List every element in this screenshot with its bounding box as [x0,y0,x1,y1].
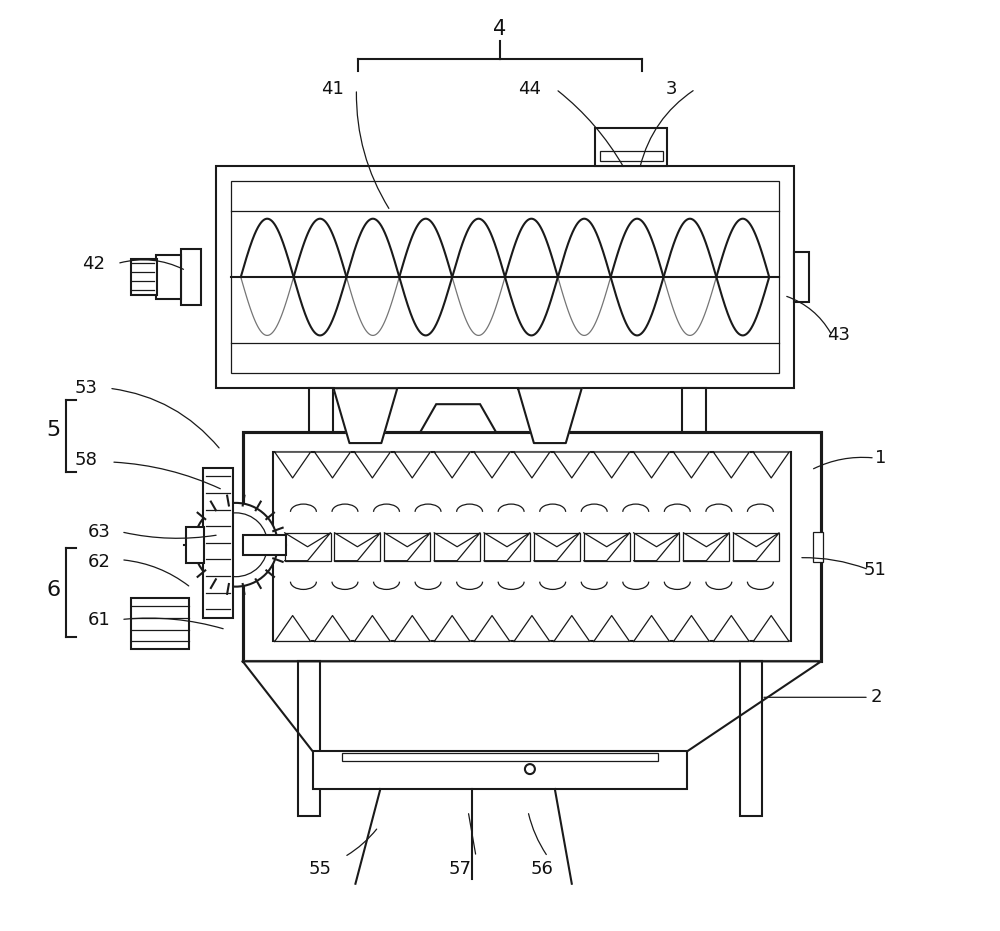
Bar [794,252,809,302]
Bar [342,753,658,762]
Bar [243,534,286,555]
Polygon shape [514,452,550,478]
Bar [181,250,201,305]
Polygon shape [354,452,390,478]
Polygon shape [753,452,789,478]
Polygon shape [594,452,630,478]
Bar [600,151,663,161]
Polygon shape [713,452,749,478]
Bar [285,533,331,560]
Bar [273,452,791,641]
Text: 63: 63 [88,523,111,541]
Polygon shape [315,452,350,478]
Bar [634,533,679,560]
Bar [334,533,380,560]
Polygon shape [673,615,709,641]
Text: 5: 5 [46,420,60,440]
Polygon shape [753,615,789,641]
Text: 51: 51 [863,560,886,579]
Bar [131,598,189,650]
Polygon shape [243,661,821,751]
Bar [156,255,181,299]
Bar [534,533,580,560]
Polygon shape [634,615,669,641]
Circle shape [525,764,535,774]
Text: 2: 2 [871,688,883,707]
Text: 44: 44 [518,80,541,98]
Polygon shape [554,452,590,478]
Bar [733,533,779,560]
Polygon shape [434,452,470,478]
Circle shape [194,503,278,587]
Bar [384,533,430,560]
Text: 57: 57 [449,860,472,878]
Polygon shape [474,615,510,641]
Text: 55: 55 [309,860,332,878]
Bar [186,527,204,562]
Text: 43: 43 [827,327,850,344]
Text: 56: 56 [530,860,553,878]
Text: 6: 6 [46,580,60,600]
Bar [682,388,706,468]
Bar [740,661,762,816]
Polygon shape [420,404,496,432]
Polygon shape [333,388,397,443]
Bar [203,468,233,617]
Polygon shape [275,452,311,478]
Polygon shape [394,615,430,641]
Polygon shape [394,452,430,478]
Polygon shape [554,615,590,641]
Text: 41: 41 [321,80,344,98]
Bar [309,388,333,468]
Bar [584,533,630,560]
Text: 42: 42 [82,254,105,273]
Text: 61: 61 [88,611,111,628]
Text: 62: 62 [88,553,111,571]
Polygon shape [474,452,510,478]
Bar [484,533,530,560]
Text: 4: 4 [493,20,507,39]
Bar [231,181,779,373]
Bar [313,751,687,789]
Text: 1: 1 [875,449,887,467]
Bar [813,532,823,561]
Polygon shape [354,615,390,641]
Polygon shape [514,615,550,641]
Bar [683,533,729,560]
Polygon shape [713,615,749,641]
Text: 58: 58 [75,451,98,469]
Bar [131,259,157,295]
Circle shape [204,513,268,576]
Polygon shape [275,615,311,641]
Polygon shape [634,452,669,478]
Polygon shape [518,388,582,443]
Bar [434,533,480,560]
Polygon shape [673,452,709,478]
Bar [216,166,794,388]
Polygon shape [594,615,630,641]
Text: 3: 3 [666,80,677,98]
Bar [243,432,821,661]
Polygon shape [315,615,350,641]
Text: 53: 53 [75,379,98,398]
Polygon shape [434,615,470,641]
Bar [595,128,667,166]
Bar [298,661,320,816]
